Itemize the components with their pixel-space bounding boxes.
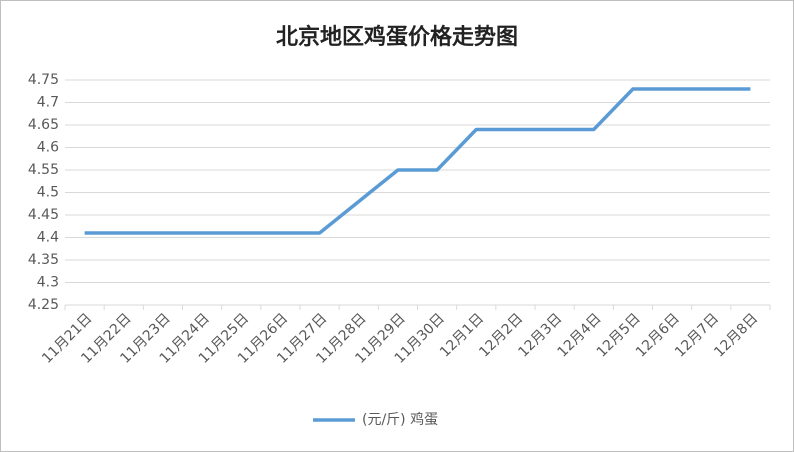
y-tick-label: 4.5 (37, 185, 59, 201)
chart-title: 北京地区鸡蛋价格走势图 (276, 24, 518, 50)
y-tick-label: 4.45 (28, 207, 59, 223)
y-tick-label: 4.7 (37, 95, 59, 111)
y-tick-label: 4.25 (28, 297, 59, 313)
y-tick-label: 4.3 (37, 275, 59, 291)
y-tick-label: 4.6 (37, 140, 59, 156)
data-line (84, 87, 751, 235)
legend-label: (元/斤) 鸡蛋 (362, 411, 438, 428)
y-tick-label: 4.35 (28, 252, 59, 268)
y-tick-label: 4.65 (28, 117, 59, 133)
y-tick-label: 4.4 (37, 230, 59, 246)
y-tick-label: 4.75 (28, 72, 59, 88)
y-tick-label: 4.55 (28, 162, 59, 178)
